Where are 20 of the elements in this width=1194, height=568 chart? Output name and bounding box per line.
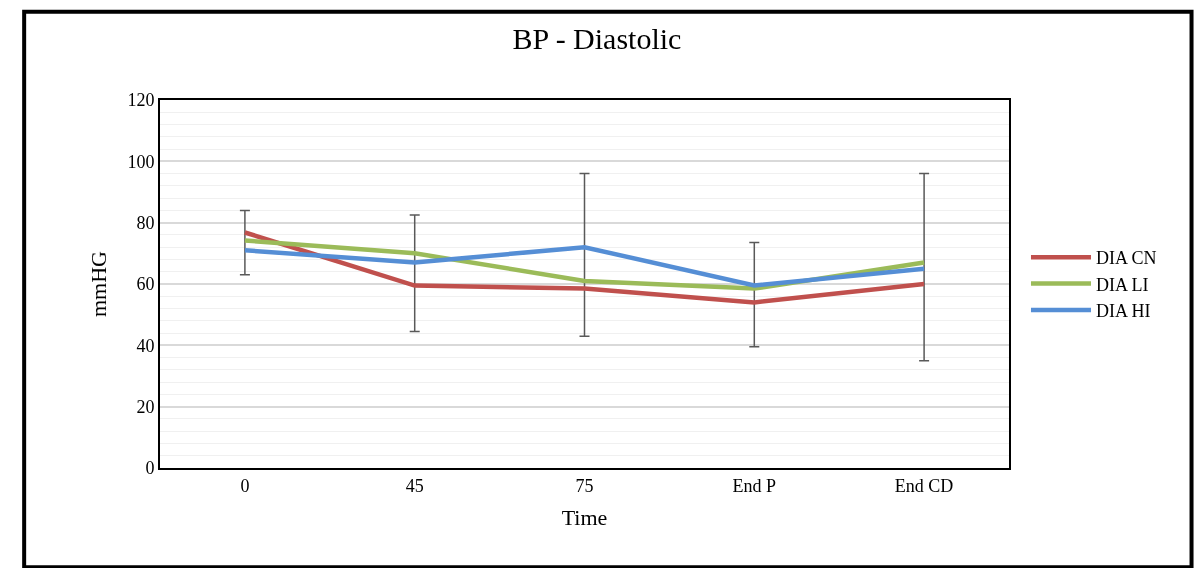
y-tick-label: 20 xyxy=(136,396,155,417)
x-tick-label: 45 xyxy=(405,475,424,496)
y-tick-label: 100 xyxy=(127,151,155,172)
x-axis-title: Time xyxy=(561,505,608,530)
x-tick-label: 0 xyxy=(240,475,250,496)
chart-title: BP - Diastolic xyxy=(512,22,682,56)
y-tick-label: 120 xyxy=(127,90,155,111)
y-tick-label: 0 xyxy=(145,458,155,479)
x-tick-label: End P xyxy=(732,475,777,496)
x-tick-label: 75 xyxy=(575,475,594,496)
y-axis-title: mmHG xyxy=(85,250,111,317)
x-tick-label: End CD xyxy=(894,475,954,496)
line-series xyxy=(242,230,927,305)
y-tick-label: 60 xyxy=(136,274,155,295)
legend-label: DIA HI xyxy=(1095,301,1151,322)
legend-label: DIA CN xyxy=(1095,248,1157,269)
legend-label: DIA LI xyxy=(1095,274,1149,295)
y-tick-label: 80 xyxy=(136,212,155,233)
line-series xyxy=(242,244,927,288)
y-tick-label: 40 xyxy=(136,335,155,356)
